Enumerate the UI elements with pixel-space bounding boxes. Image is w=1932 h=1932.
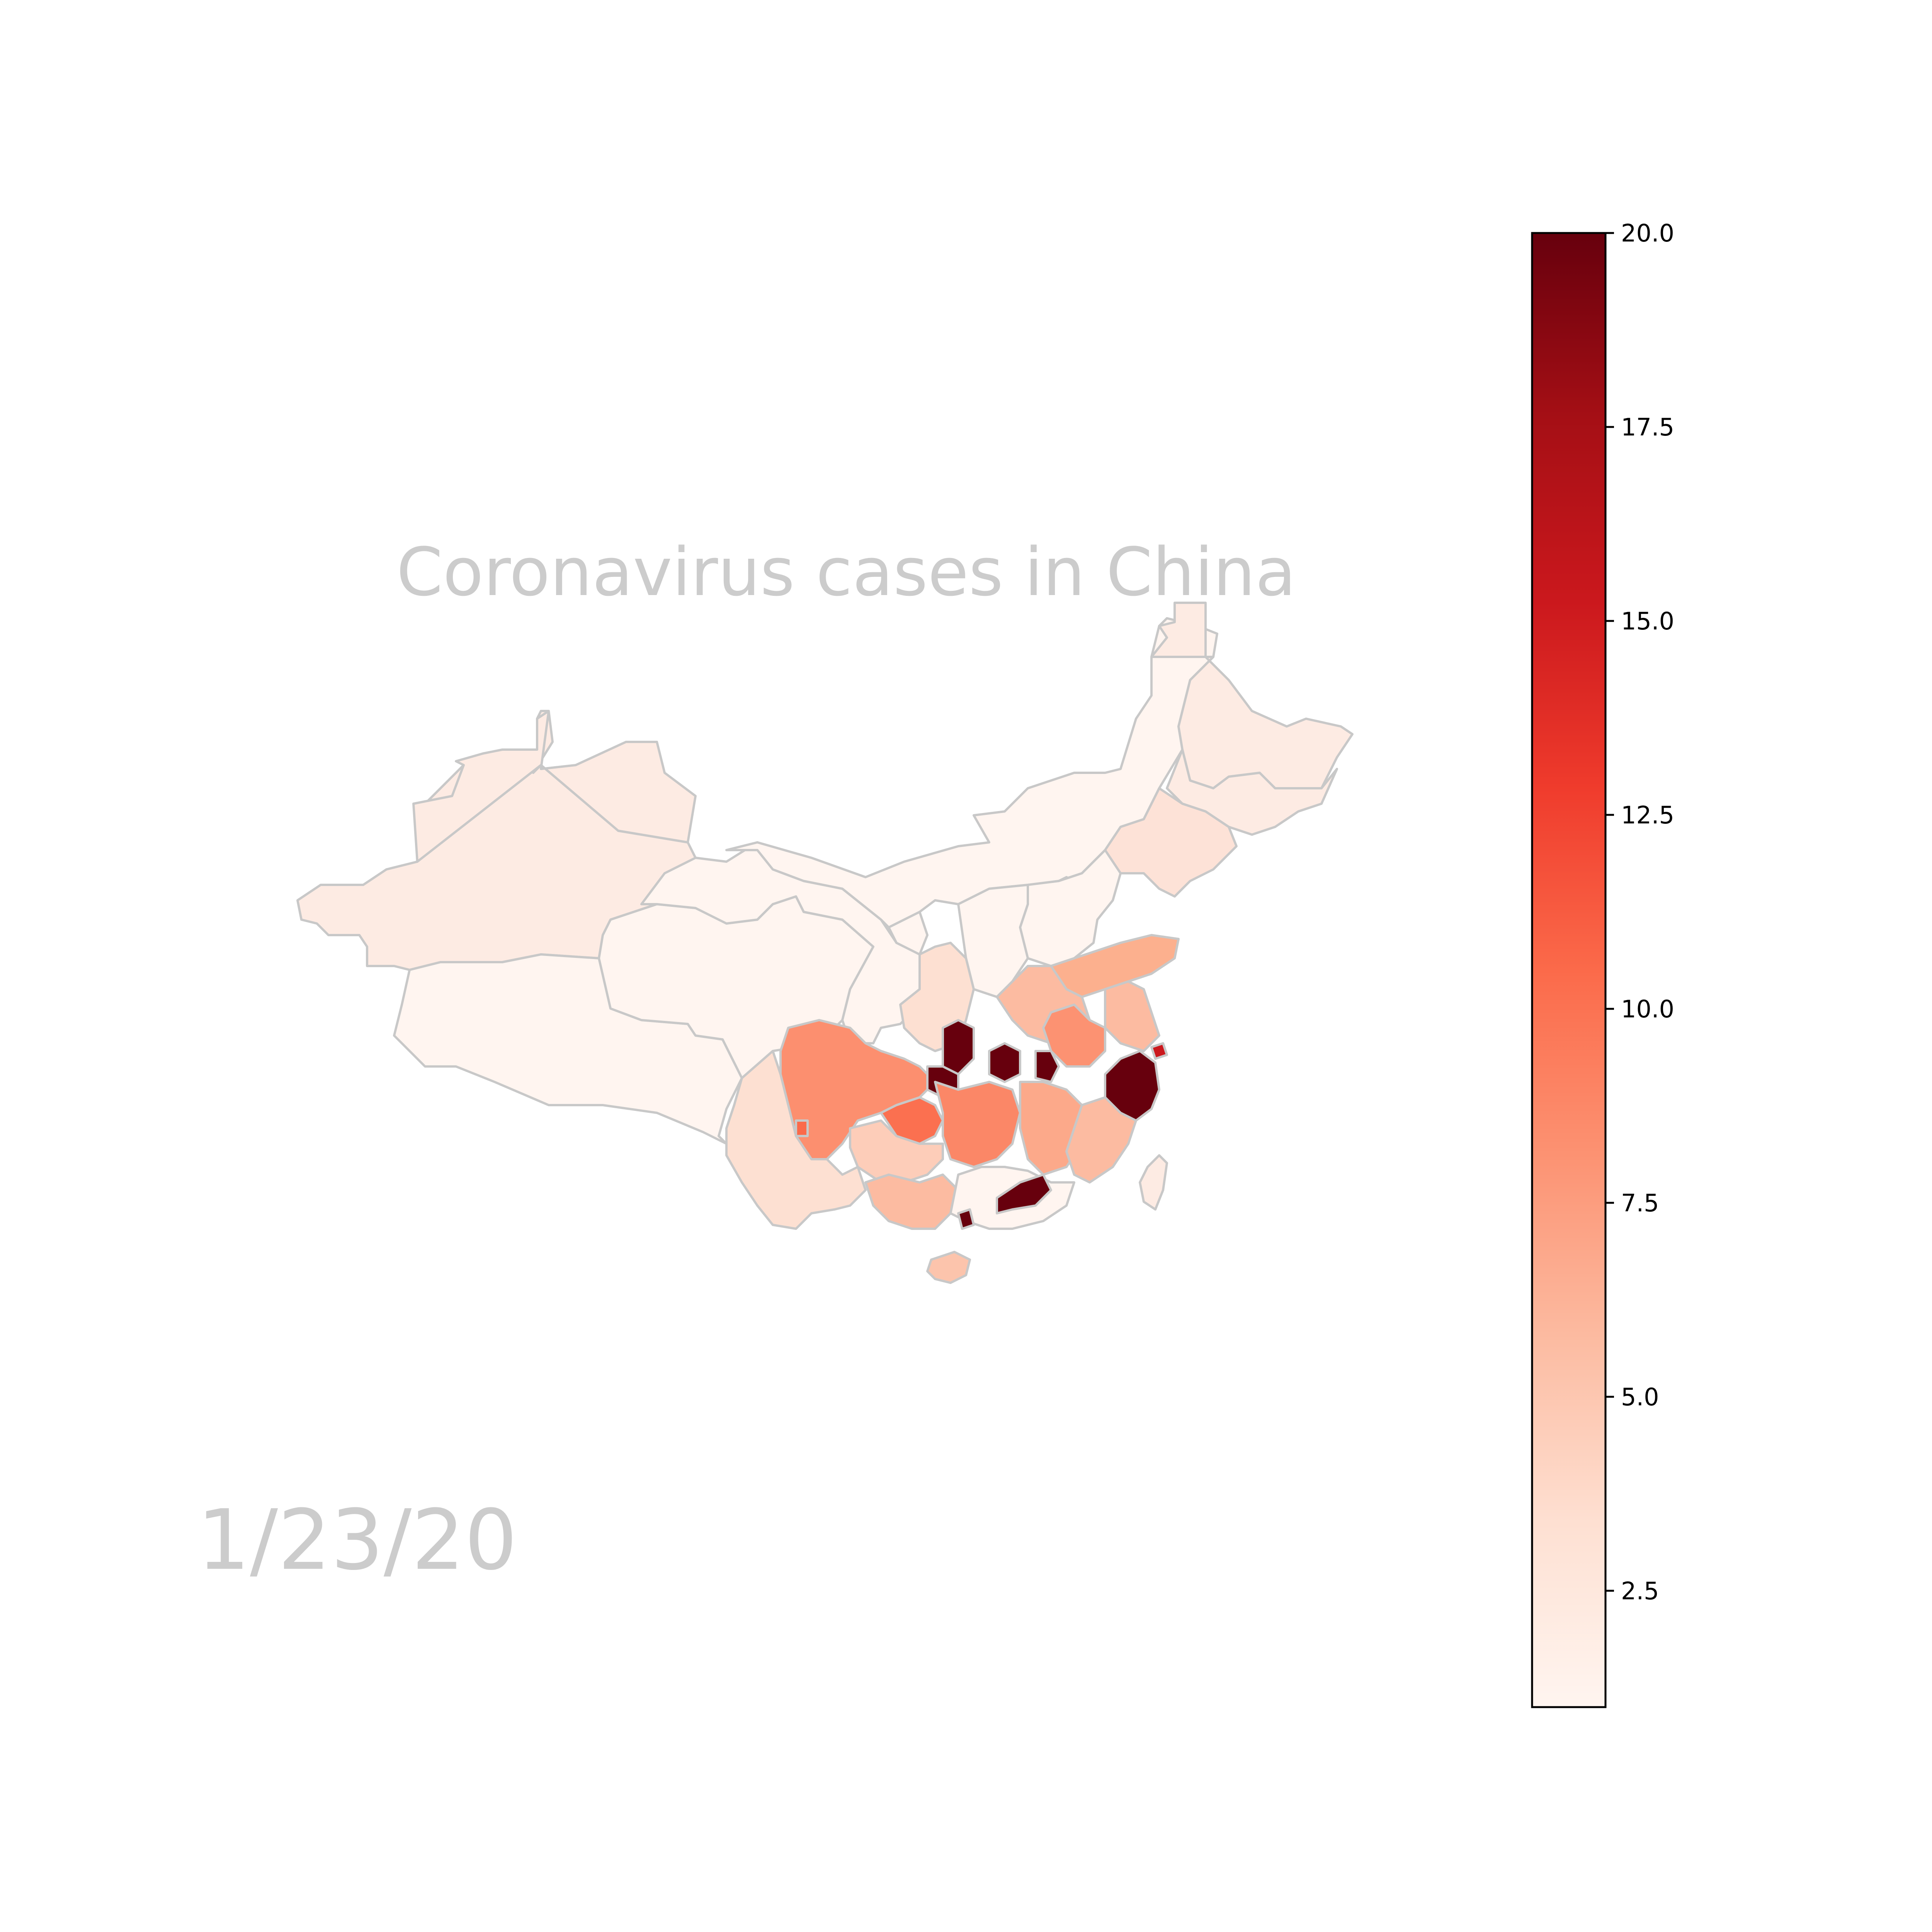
colorbar-tick-label: 2.5 xyxy=(1621,1577,1659,1605)
region-hubei-se xyxy=(1034,1050,1060,1083)
map-title: Coronavirus cases in China xyxy=(396,533,1296,611)
colorbar-tick-label: 20.0 xyxy=(1621,219,1674,247)
date-label: 1/23/20 xyxy=(197,1492,517,1588)
colorbar-tick-label: 5.0 xyxy=(1621,1383,1659,1411)
region-guizhou xyxy=(849,1119,944,1184)
region-xinjiang-north xyxy=(412,710,697,863)
region-guangdong-west xyxy=(957,1208,975,1230)
region-hubei-east xyxy=(988,1042,1021,1083)
region-yunnan-city xyxy=(795,1119,809,1137)
map-regions xyxy=(296,602,1354,1284)
region-hainan xyxy=(926,1251,971,1284)
colorbar-tick-label: 7.5 xyxy=(1621,1189,1659,1217)
colorbar: 2.5 5.0 7.5 10.0 12.5 15.0 17.5 20.0 xyxy=(1531,219,1674,1708)
colorbar-tick-label: 15.0 xyxy=(1621,607,1674,635)
colorbar-tick-label: 10.0 xyxy=(1621,995,1674,1023)
colorbar-ticks: 2.5 5.0 7.5 10.0 12.5 15.0 17.5 20.0 xyxy=(1605,219,1674,1605)
region-jiangsu xyxy=(1104,980,1160,1052)
colorbar-gradient xyxy=(1531,232,1607,1708)
region-guangdong-cities xyxy=(996,1173,1052,1214)
region-taiwan xyxy=(1139,1154,1168,1211)
region-shanghai xyxy=(1150,1042,1168,1060)
region-yunnan xyxy=(725,1050,867,1230)
region-guangxi xyxy=(864,1173,959,1230)
region-hunan xyxy=(934,1081,1021,1168)
region-anhui xyxy=(1042,1003,1106,1068)
region-xizang xyxy=(393,953,743,1145)
region-hubei-north xyxy=(942,1019,975,1075)
region-ningxia xyxy=(888,911,929,956)
colorbar-tick-label: 12.5 xyxy=(1621,801,1674,829)
region-liaoning xyxy=(1104,787,1238,898)
colorbar-tick-label: 17.5 xyxy=(1621,413,1674,441)
region-fujian xyxy=(1065,1096,1137,1184)
